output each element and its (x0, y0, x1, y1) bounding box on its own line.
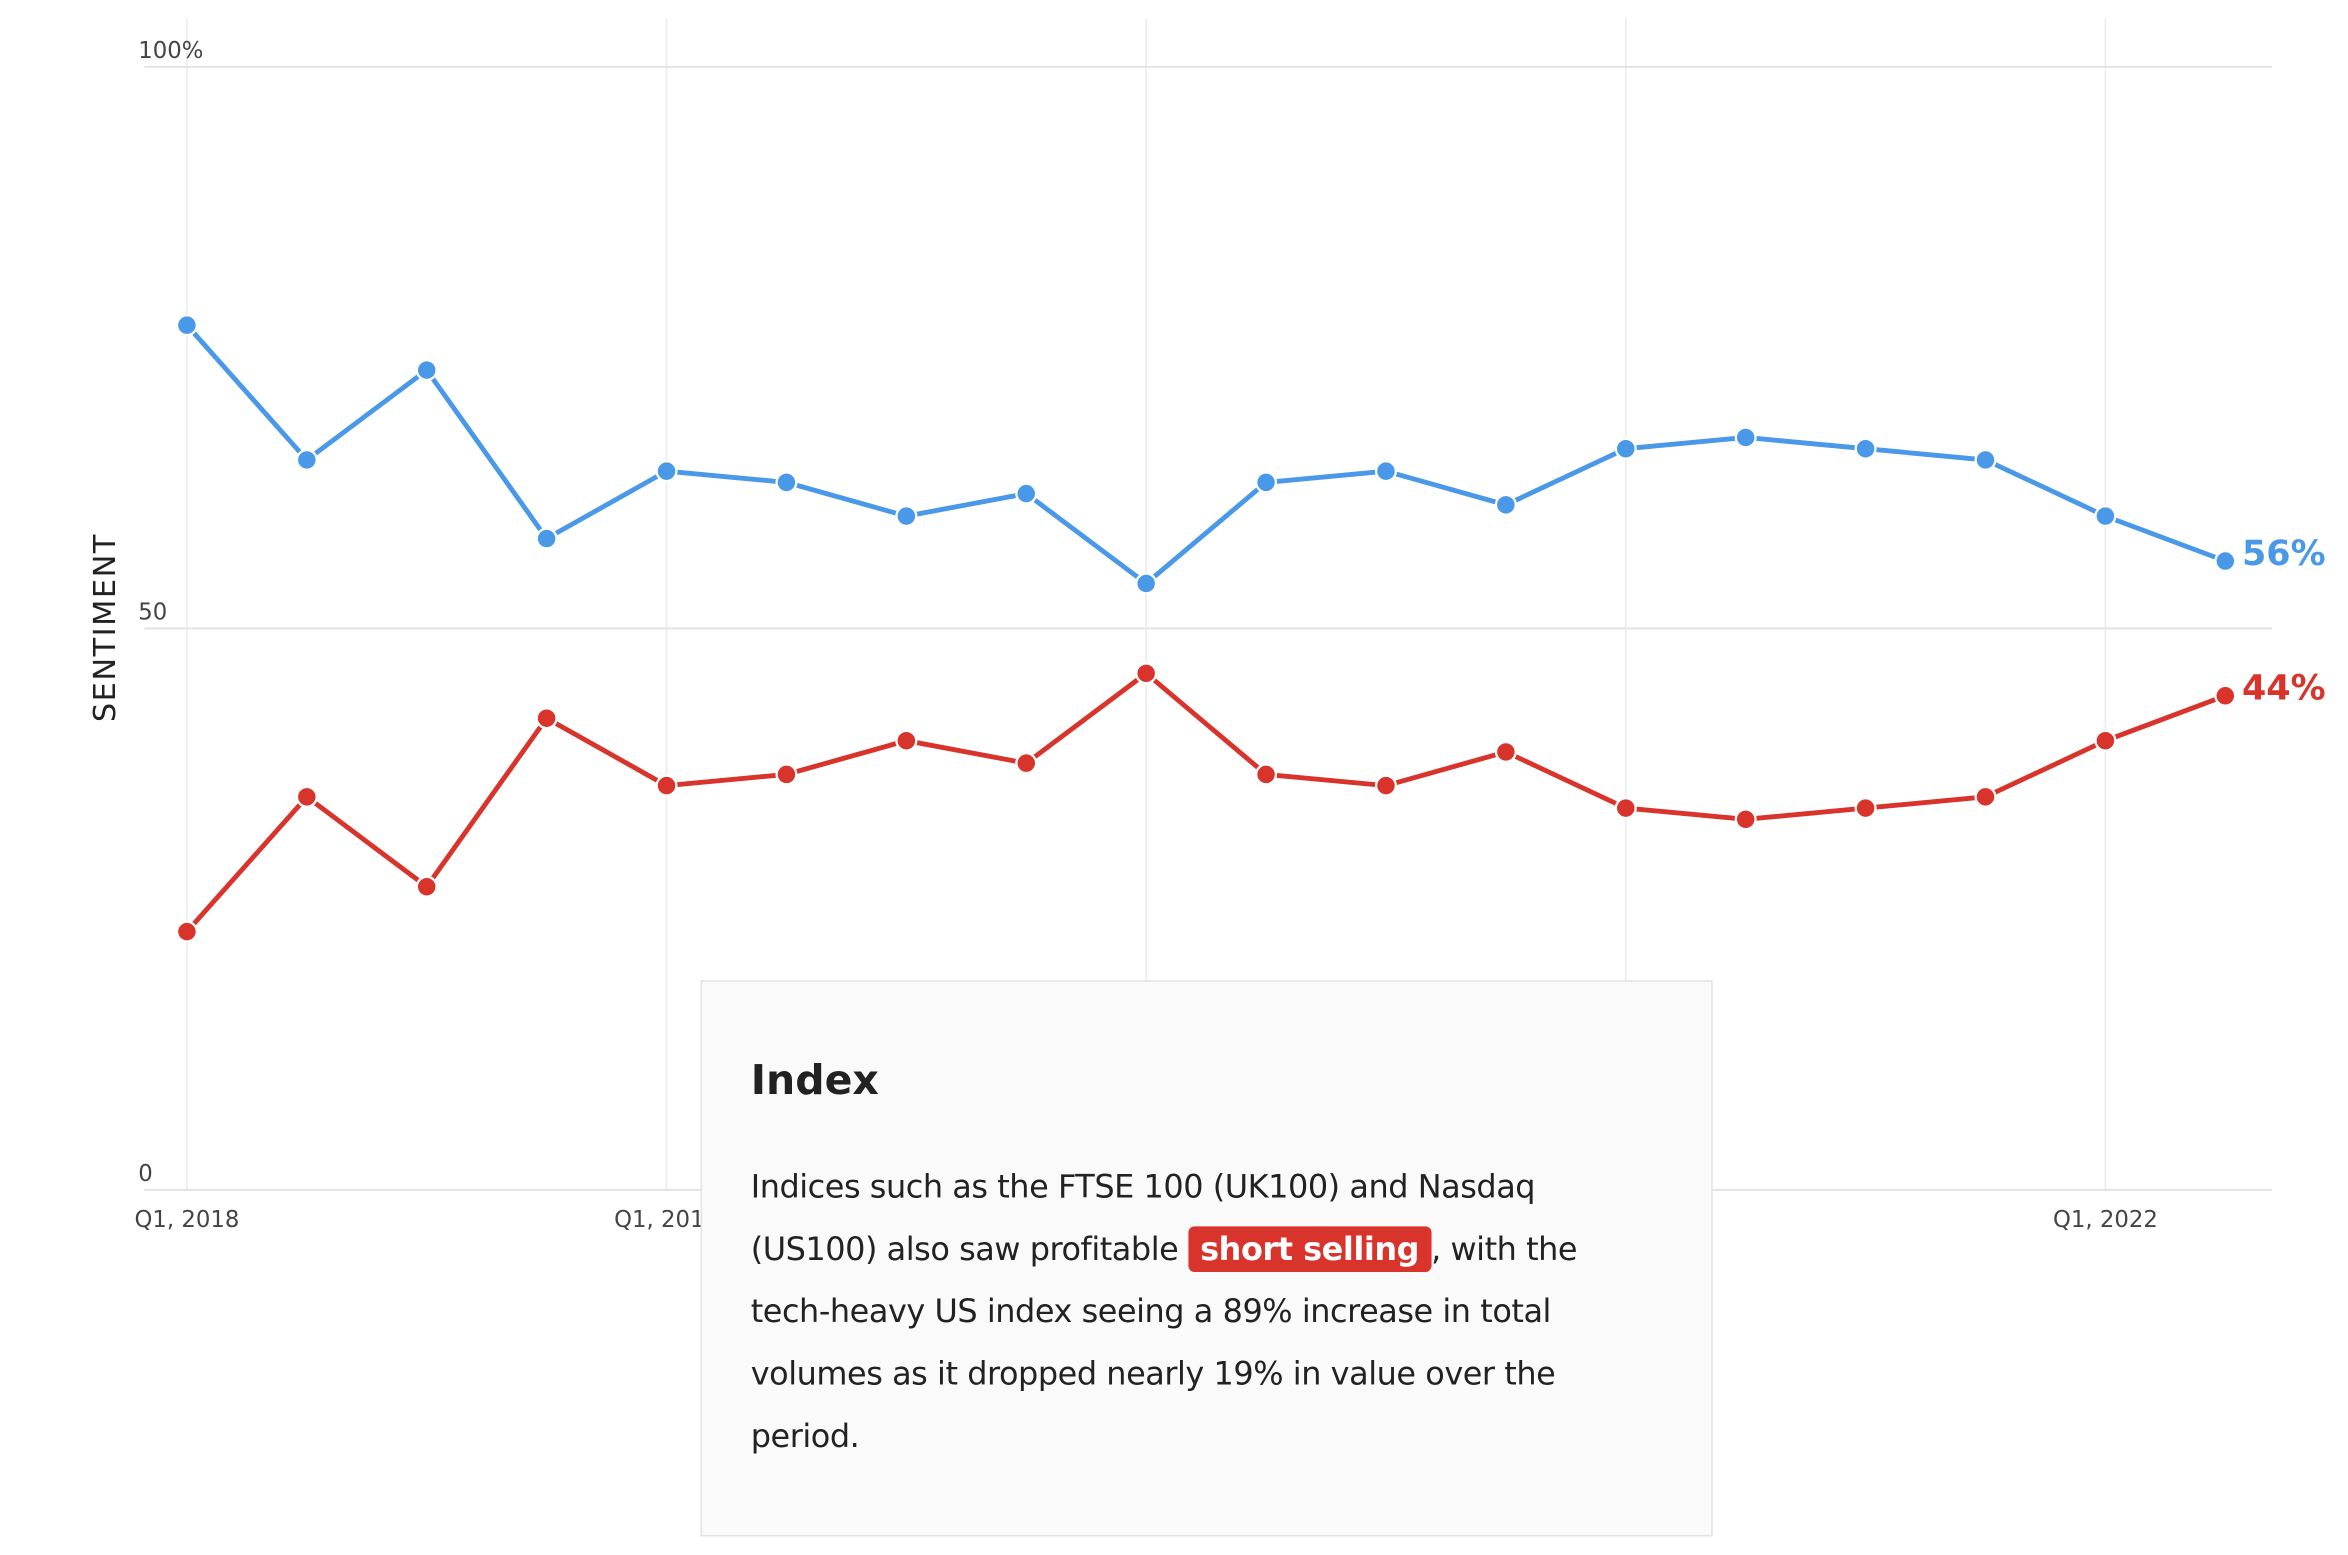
point (295, 785, 318, 808)
point (1614, 797, 1637, 820)
value-label: 56% (2242, 534, 2326, 574)
point (1374, 460, 1397, 483)
line (185, 323, 2227, 586)
point (1255, 471, 1278, 494)
point (1015, 482, 1038, 505)
point (175, 920, 198, 943)
point (895, 729, 918, 752)
point (1854, 437, 1877, 460)
tooltip-text: Indices such as the FTSE 100 (UK100) and… (751, 1156, 1663, 1468)
y-axis-label: SENTIMENT (88, 533, 123, 722)
point (1135, 572, 1158, 595)
text: , with the tech-heavy US index seeing a … (750, 1230, 1578, 1455)
point (175, 314, 198, 337)
tooltip-title: Index (750, 1057, 879, 1105)
point (1974, 448, 1997, 471)
point (1614, 437, 1637, 460)
point (2094, 505, 2117, 528)
point (415, 359, 438, 382)
point (1135, 662, 1158, 685)
point (1734, 808, 1757, 831)
point (1854, 797, 1877, 820)
tooltip: Index Indices such as the FTSE 100 (UK10… (700, 980, 1713, 1537)
point (2094, 729, 2117, 752)
point (2214, 684, 2237, 707)
y-tick-label: 100% (138, 38, 203, 64)
point (1494, 493, 1517, 516)
highlight[interactable]: short selling (1187, 1226, 1432, 1272)
point (415, 875, 438, 898)
y-tick-label: 50 (138, 600, 167, 626)
value-label: 44% (2242, 669, 2326, 709)
y-tick-label: 0 (138, 1161, 153, 1187)
text: Indices such as the FTSE 100 (UK100) and… (750, 1168, 1536, 1268)
point (2214, 549, 2237, 573)
point (655, 774, 678, 797)
x-tick-label: Q1, 2022 (2053, 1207, 2158, 1233)
point (1374, 774, 1397, 797)
point (775, 471, 798, 494)
point (655, 460, 678, 483)
point (1974, 785, 1997, 808)
point (535, 707, 558, 730)
point (1494, 740, 1517, 763)
point (775, 763, 798, 786)
point (1015, 752, 1038, 775)
x-tick-label: Q1, 2018 (134, 1207, 239, 1233)
point (535, 527, 558, 550)
line (185, 670, 2227, 934)
point (1734, 426, 1757, 449)
point (1255, 763, 1278, 786)
point (895, 505, 918, 528)
point (295, 448, 318, 471)
